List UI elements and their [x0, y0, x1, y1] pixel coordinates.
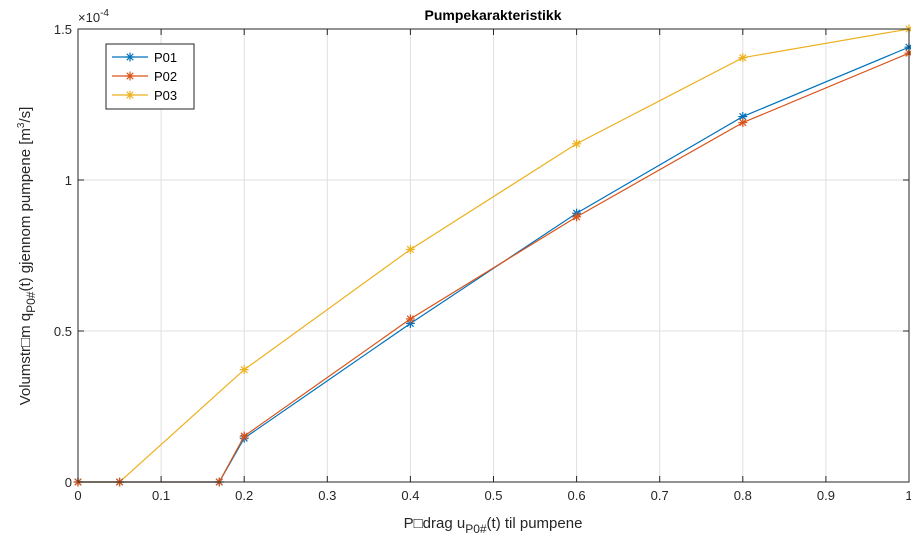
y-tick-label: 0.5	[54, 324, 72, 339]
data-point	[405, 314, 415, 324]
x-tick-label: 0.7	[651, 488, 669, 503]
x-tick-label: 0.8	[734, 488, 752, 503]
data-point	[572, 212, 582, 222]
data-point	[738, 112, 748, 122]
legend-item-p01: P01	[112, 50, 177, 65]
legend-marker	[125, 90, 135, 100]
x-tick-label: 1	[905, 488, 911, 503]
legend-label: P01	[154, 50, 177, 65]
x-axis-label: P□drag uP0#(t) til pumpene	[404, 515, 583, 536]
data-point	[239, 431, 249, 441]
x-tick-label: 0.6	[568, 488, 586, 503]
x-tick-label: 0.9	[817, 488, 835, 503]
y-axis-label: Volumstr□m qP0#(t) gjennom pumpene [m3/s…	[16, 107, 38, 406]
data-point	[239, 365, 249, 375]
x-tick-label: 0.1	[152, 488, 170, 503]
y-tick-label: 0	[65, 475, 72, 490]
data-point	[738, 53, 748, 63]
legend-item-p02: P02	[112, 69, 177, 84]
y-tick-label: 1	[65, 173, 72, 188]
x-tick-label: 0.5	[484, 488, 502, 503]
chart-title: Pumpekarakteristikk	[425, 7, 562, 23]
legend-item-p03: P03	[112, 88, 177, 103]
y-tick-label: 1.5	[54, 22, 72, 37]
x-tick-label: 0	[74, 488, 81, 503]
x-tick-label: 0.4	[401, 488, 419, 503]
y-exponent-label: ×10-4	[78, 8, 109, 25]
data-point	[738, 118, 748, 128]
legend: P01 P02 P03	[105, 43, 195, 110]
x-tick-label: 0.3	[318, 488, 336, 503]
x-tick-label: 0.2	[235, 488, 253, 503]
legend-marker	[125, 52, 135, 62]
legend-label: P03	[154, 88, 177, 103]
data-point	[405, 244, 415, 254]
data-point	[572, 139, 582, 149]
axis-ticks: 0 0.1 0.2 0.3 0.4 0.5 0.6 0.7 0.8 0.9 1 0 0.5 1 1.5	[54, 22, 911, 503]
legend-marker	[125, 71, 135, 81]
legend-label: P02	[154, 69, 177, 84]
